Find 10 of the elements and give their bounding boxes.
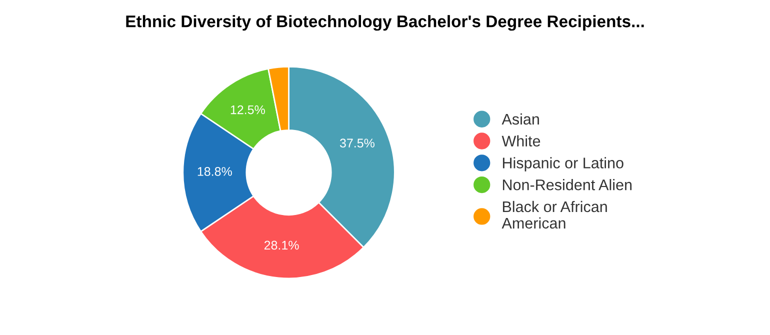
data-label: 37.5% bbox=[340, 138, 374, 148]
legend-label: Asian bbox=[502, 113, 539, 125]
data-label: 18.8% bbox=[198, 167, 232, 176]
legend-label: Non-Resident Alien bbox=[502, 179, 632, 190]
data-label: 12.5% bbox=[230, 105, 265, 114]
legend-label: White bbox=[502, 135, 540, 147]
legend-label: Hispanic or Latino bbox=[502, 157, 624, 172]
data-label: 28.1% bbox=[264, 240, 299, 250]
legend-label: Black or African American bbox=[502, 200, 607, 229]
chart-title: Ethnic Diversity of Biotechnology Bachelor's Degree Recipients... bbox=[126, 15, 644, 31]
